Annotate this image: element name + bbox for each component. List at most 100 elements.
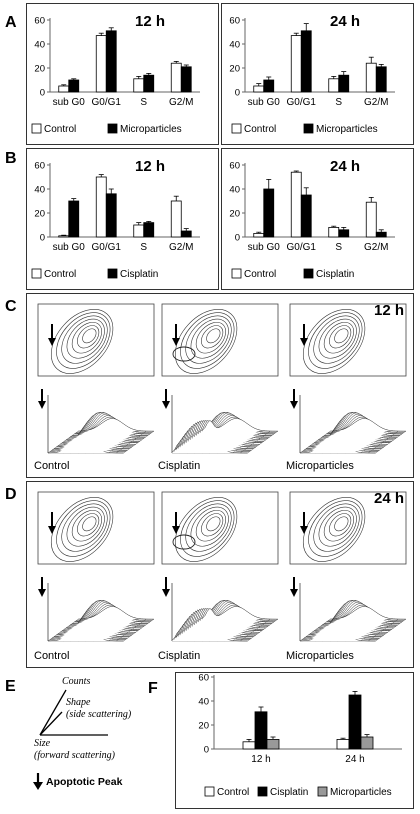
legend-swatch-cisplatin xyxy=(303,268,314,279)
chart-b24: 0 20 40 60 24 h sub G0 G0/G1 S G2/M Control Cispla… xyxy=(229,158,395,280)
panel-d-label-control: Control xyxy=(34,650,70,662)
legend-label-cisplatin: Cisplatin xyxy=(120,269,158,280)
y-tick-label: 40 xyxy=(34,40,45,51)
legend-counts-label: Counts xyxy=(62,676,91,687)
legend-size-sub-label: (forward scattering) xyxy=(34,750,116,761)
contour-line xyxy=(206,328,221,344)
contour-line xyxy=(56,500,111,557)
grid-line xyxy=(239,430,271,454)
apoptotic-arrow-icon xyxy=(162,401,170,409)
legend-shape-label: Shape xyxy=(66,697,91,708)
contour-line xyxy=(195,321,226,354)
panel-label-f: F xyxy=(148,680,158,697)
x-category-label: sub G0 xyxy=(248,242,281,253)
grid-line xyxy=(123,430,154,454)
x-category-label: sub G0 xyxy=(248,97,281,108)
panel-c-label-cisplatin: Cisplatin xyxy=(158,460,201,472)
y-tick-label: 0 xyxy=(40,233,45,244)
apoptotic-arrow-icon xyxy=(300,338,308,346)
x-category-label: sub G0 xyxy=(53,97,86,108)
chart-title: 12 h xyxy=(135,13,165,30)
panel-label-b: B xyxy=(5,150,17,167)
x-category-label: sub G0 xyxy=(53,242,86,253)
contour-line xyxy=(334,516,349,532)
contour-line xyxy=(313,315,360,364)
legend-swatch-cisplatin xyxy=(257,786,268,797)
contour-plot-frame xyxy=(37,303,155,377)
chart-title: 24 h xyxy=(330,158,360,175)
contour-line xyxy=(323,509,354,542)
contour-line xyxy=(318,318,357,359)
contour-line xyxy=(180,500,235,557)
panel-label-a: A xyxy=(5,14,17,31)
legend-swatch-microparticles xyxy=(303,123,314,134)
y-tick-label: 20 xyxy=(229,64,240,75)
contour-line xyxy=(302,309,366,374)
panel-label-d: D xyxy=(5,486,17,503)
panel-f-frame xyxy=(175,672,414,809)
legend-apoptotic-label: Apoptotic Peak xyxy=(46,776,123,788)
x-category-label: S xyxy=(335,97,342,108)
chart-f: 0 20 40 60 12 h 24 h Control Cisplatin Micropart… xyxy=(198,673,402,798)
apoptotic-arrow-icon xyxy=(172,338,180,346)
apoptotic-arrow-icon xyxy=(290,589,298,597)
chart-title: 12 h xyxy=(135,158,165,175)
x-category-label: G2/M xyxy=(364,97,388,108)
grid-line xyxy=(375,618,406,642)
y-tick-label: 0 xyxy=(40,88,45,99)
chart-title: 24 h xyxy=(330,13,360,30)
contour-line xyxy=(66,506,105,547)
contour-line xyxy=(206,516,221,532)
legend-swatch-control xyxy=(204,786,215,797)
legend-label-cisplatin: Cisplatin xyxy=(270,787,308,798)
y-tick-label: 20 xyxy=(198,721,209,732)
legend-label-microparticles: Microparticles xyxy=(316,124,378,135)
histogram-ridge xyxy=(201,418,278,432)
contour-line xyxy=(61,503,108,552)
contour-line xyxy=(308,500,363,557)
y-tick-label: 40 xyxy=(34,185,45,196)
panel-c-time-label: 12 h xyxy=(374,302,405,319)
contour-line xyxy=(71,321,102,354)
legend-shape-sub-label: (side scattering) xyxy=(66,709,132,720)
panel-c-label-microparticles: Microparticles xyxy=(286,460,354,472)
histogram-ridge xyxy=(201,606,278,620)
legend-label-control: Control xyxy=(217,787,249,798)
panel-c-plots xyxy=(37,303,407,454)
grid-line xyxy=(247,618,278,642)
chart-a12: 0 20 40 60 12 h sub G0 G0/G1 S G2/M Control Microp… xyxy=(31,13,200,135)
contour-line xyxy=(302,497,366,562)
chart-b12: 0 20 40 60 12 h sub G0 G0/G1 S G2/M Control Cispla… xyxy=(31,158,200,280)
contour-line xyxy=(323,321,354,354)
apoptotic-arrow-icon xyxy=(172,526,180,534)
contour-line xyxy=(50,309,114,374)
legend-label-control: Control xyxy=(44,124,76,135)
contour-line xyxy=(66,318,105,359)
panel-d-time-label: 24 h xyxy=(374,490,405,507)
x-category-label: 12 h xyxy=(251,754,270,765)
panel-d-label-microparticles: Microparticles xyxy=(286,650,354,662)
x-category-label: G0/G1 xyxy=(287,242,317,253)
contour-line xyxy=(77,325,100,349)
y-tick-label: 0 xyxy=(204,745,209,756)
contour-line xyxy=(195,509,226,542)
apoptotic-arrow-icon xyxy=(48,526,56,534)
x-category-label: S xyxy=(335,242,342,253)
contour-line xyxy=(61,315,108,364)
apoptotic-arrow-icon xyxy=(300,526,308,534)
apoptotic-arrow-icon xyxy=(38,589,46,597)
grid-line xyxy=(123,618,154,642)
grid-line xyxy=(375,430,406,454)
y-tick-label: 60 xyxy=(229,161,240,172)
contour-line xyxy=(50,497,114,562)
legend-size-label: Size xyxy=(34,738,51,749)
y-tick-label: 40 xyxy=(198,697,209,708)
histogram-ridge xyxy=(77,606,154,620)
y-tick-label: 60 xyxy=(34,16,45,27)
grid-line xyxy=(239,618,271,642)
x-category-label: G0/G1 xyxy=(92,97,122,108)
apoptotic-arrow-icon xyxy=(38,401,46,409)
panel-c-label-control: Control xyxy=(34,460,70,472)
panel-label-e: E xyxy=(5,678,16,695)
